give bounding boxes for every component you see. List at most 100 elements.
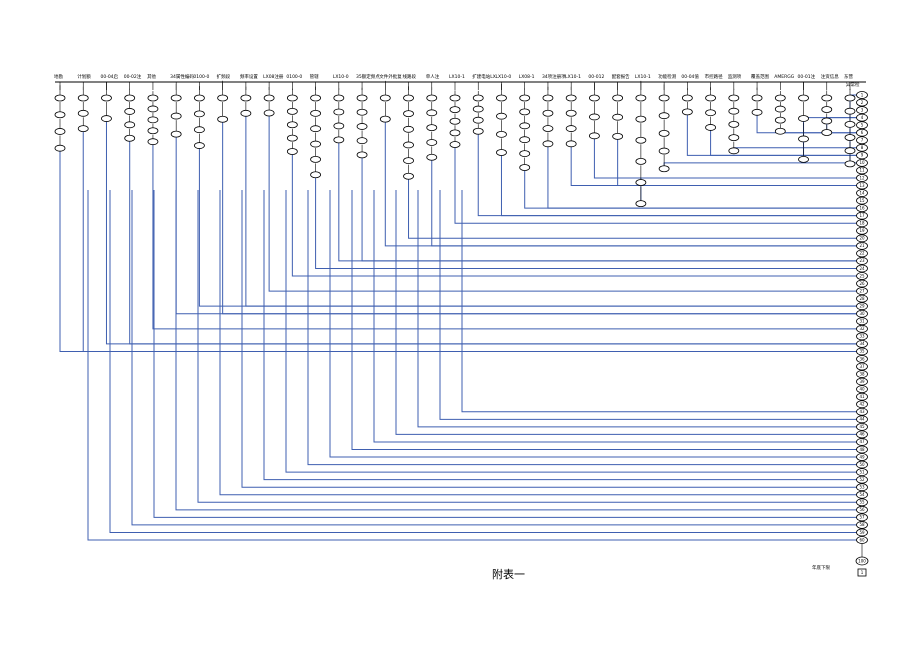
column-header: AMERGG	[774, 74, 794, 80]
trunk-node-id: 33	[859, 334, 865, 339]
trunk-node	[856, 287, 868, 296]
trunk-node	[856, 339, 868, 348]
column-header: 00-012	[588, 74, 604, 80]
trunk-node-id: 18	[859, 221, 865, 226]
trunk-node	[856, 445, 868, 454]
trunk-node	[856, 309, 868, 318]
branch-node	[147, 138, 159, 146]
branch-node	[798, 115, 809, 122]
branch-node	[333, 108, 345, 116]
trunk-node	[856, 317, 868, 326]
connector-wire	[593, 138, 857, 179]
trunk-node	[856, 98, 868, 107]
branch-node	[426, 139, 438, 146]
column-header: 0100-0	[193, 74, 209, 80]
branch-node	[333, 122, 345, 130]
trunk-node-id: 51	[859, 469, 865, 474]
branch-node	[101, 115, 112, 122]
connector-wire	[197, 190, 857, 503]
footer-number: 1	[861, 570, 864, 575]
branch-node	[705, 94, 716, 102]
trunk-node	[856, 490, 868, 499]
trunk-node-id: 7	[861, 138, 864, 143]
column-header: 0100-0	[286, 74, 302, 80]
trunk-node-id: 59	[859, 530, 865, 535]
branch-node	[612, 132, 624, 140]
connector-wire	[373, 190, 857, 443]
branch-node	[496, 112, 507, 120]
branch-node	[124, 108, 136, 115]
branch-node	[310, 94, 321, 102]
trunk-node	[856, 211, 868, 220]
column-header: 00-02注	[124, 73, 142, 80]
branch-node	[589, 94, 600, 102]
branch-node	[403, 125, 414, 133]
column-header: LX10-0	[495, 74, 511, 80]
connector-wire	[417, 190, 857, 428]
branch-node	[426, 94, 438, 102]
column-header: 功能检测	[658, 73, 676, 80]
trunk-node-id: 58	[859, 522, 865, 527]
branch-node	[286, 134, 298, 142]
connector-wire	[241, 190, 857, 488]
trunk-node-id: 25	[859, 273, 865, 278]
branch-node	[449, 117, 461, 125]
branch-node	[658, 129, 670, 137]
branch-node	[658, 94, 670, 102]
trunk-node-id: 4	[861, 115, 864, 120]
connector-wire	[175, 137, 857, 315]
branch-node	[728, 134, 740, 142]
trunk-node	[856, 521, 868, 529]
branch-node	[403, 110, 414, 118]
column-header: 市控路径	[705, 73, 723, 80]
branch-node	[496, 130, 507, 138]
trunk-node	[856, 279, 868, 288]
trunk-node	[856, 415, 868, 424]
branch-node	[774, 127, 786, 135]
trunk-node	[856, 438, 868, 446]
branch-node	[263, 109, 275, 117]
branch-node	[333, 94, 345, 102]
trunk-node	[856, 257, 868, 265]
trunk-node-id: 40	[859, 386, 865, 391]
trunk-node	[856, 151, 868, 160]
branch-node	[542, 140, 554, 148]
trunk-node	[856, 128, 868, 137]
branch-node	[124, 94, 136, 102]
branch-node	[821, 106, 833, 113]
branch-node	[217, 94, 229, 102]
trunk-node-id: 5	[861, 122, 864, 127]
branch-node	[565, 140, 577, 148]
branch-node	[821, 129, 833, 136]
branch-node	[147, 94, 159, 102]
branch-node	[658, 165, 670, 173]
column-header: 34属性编码	[170, 73, 194, 80]
branch-node	[147, 105, 159, 113]
branch-node	[101, 94, 112, 102]
branch-node	[54, 94, 66, 102]
branch-node	[147, 116, 159, 124]
branch-node	[844, 107, 856, 115]
trunk-node	[856, 166, 868, 175]
connector-wire	[779, 132, 857, 135]
trunk-node-id: 60	[859, 537, 865, 542]
branch-node	[286, 148, 298, 155]
column-header: 线路段	[403, 73, 417, 80]
trunk-node-id: 9	[861, 153, 864, 158]
branch-node	[751, 94, 763, 102]
column-header: 00-04值	[681, 73, 699, 80]
branch-node	[77, 94, 89, 102]
trunk-node	[856, 513, 868, 522]
trunk-node-id: 42	[859, 402, 865, 407]
connector-wire	[461, 190, 857, 413]
branch-node	[54, 128, 66, 135]
trunk-node	[856, 264, 868, 273]
branch-node	[240, 94, 252, 102]
branch-node	[426, 109, 438, 117]
column-header: 35额定频点	[356, 73, 380, 80]
branch-node	[472, 116, 484, 124]
root-label: 年底下限	[812, 564, 830, 571]
connector-wire	[439, 190, 857, 420]
branch-node	[658, 147, 670, 155]
connector-wire	[291, 154, 857, 277]
